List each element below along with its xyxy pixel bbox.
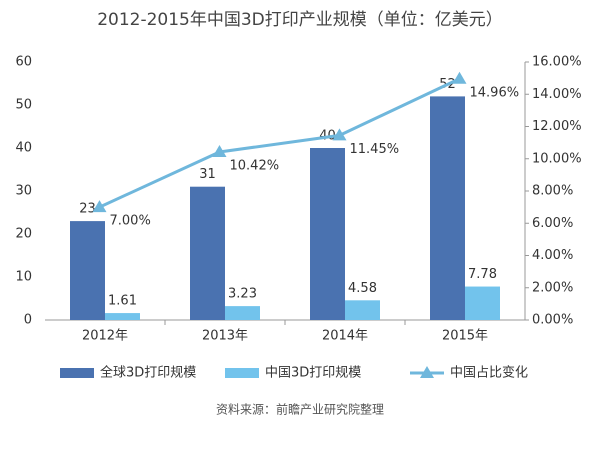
legend-label: 全球3D打印规模 <box>100 365 196 381</box>
y2-tick-label: 12.00% <box>532 119 582 134</box>
y-tick-label: 30 <box>15 184 32 199</box>
line <box>98 77 461 209</box>
data-label: 7.78 <box>468 267 497 282</box>
source-note: 资料来源：前瞻产业研究院整理 <box>216 402 384 417</box>
y2-tick-label: 16.00% <box>532 55 582 70</box>
x-tick-label: 2014年 <box>322 329 368 344</box>
y-tick-label: 20 <box>15 227 32 242</box>
y2-tick-label: 6.00% <box>532 216 573 231</box>
bar <box>225 306 260 320</box>
bar <box>190 186 225 320</box>
x-tick-label: 2015年 <box>442 329 488 344</box>
data-label: 3.23 <box>228 287 257 302</box>
data-label: 1.61 <box>108 294 137 309</box>
data-label: 7.00% <box>110 214 151 229</box>
bar <box>105 313 140 320</box>
y2-tick-label: 8.00% <box>532 184 573 199</box>
bar <box>345 300 380 320</box>
bar <box>310 148 345 320</box>
legend-label: 中国3D打印规模 <box>265 366 361 381</box>
y-tick-label: 50 <box>15 98 32 113</box>
line-marker <box>332 128 347 141</box>
y2-tick-label: 4.00% <box>532 248 573 263</box>
line-marker <box>452 71 467 84</box>
legend-label: 中国占比变化 <box>450 365 528 381</box>
line-marker <box>212 144 227 157</box>
y2-tick-label: 14.00% <box>532 87 582 102</box>
y-tick-label: 0 <box>24 313 32 328</box>
y2-tick-label: 0.00% <box>532 313 573 328</box>
legend-swatch <box>420 366 434 378</box>
y-tick-label: 40 <box>15 141 32 156</box>
data-label: 11.45% <box>350 142 400 157</box>
data-label: 10.42% <box>230 158 280 173</box>
y2-tick-label: 2.00% <box>532 280 573 295</box>
x-tick-label: 2012年 <box>82 329 128 344</box>
x-tick-label: 2013年 <box>202 329 248 344</box>
legend-swatch <box>225 368 259 378</box>
bar <box>430 96 465 321</box>
y2-tick-label: 10.00% <box>532 151 582 166</box>
data-label: 14.96% <box>470 85 520 100</box>
y-tick-label: 60 <box>15 55 32 70</box>
bar <box>465 286 500 320</box>
y-tick-label: 10 <box>15 270 32 285</box>
data-label: 23 <box>79 202 96 217</box>
line-marker <box>92 200 107 213</box>
chart-title: 2012-2015年中国3D打印产业规模（单位：亿美元） <box>97 10 503 30</box>
legend-swatch <box>60 368 94 378</box>
data-label: 4.58 <box>348 281 377 296</box>
bar <box>70 221 105 320</box>
data-label: 31 <box>199 167 216 182</box>
